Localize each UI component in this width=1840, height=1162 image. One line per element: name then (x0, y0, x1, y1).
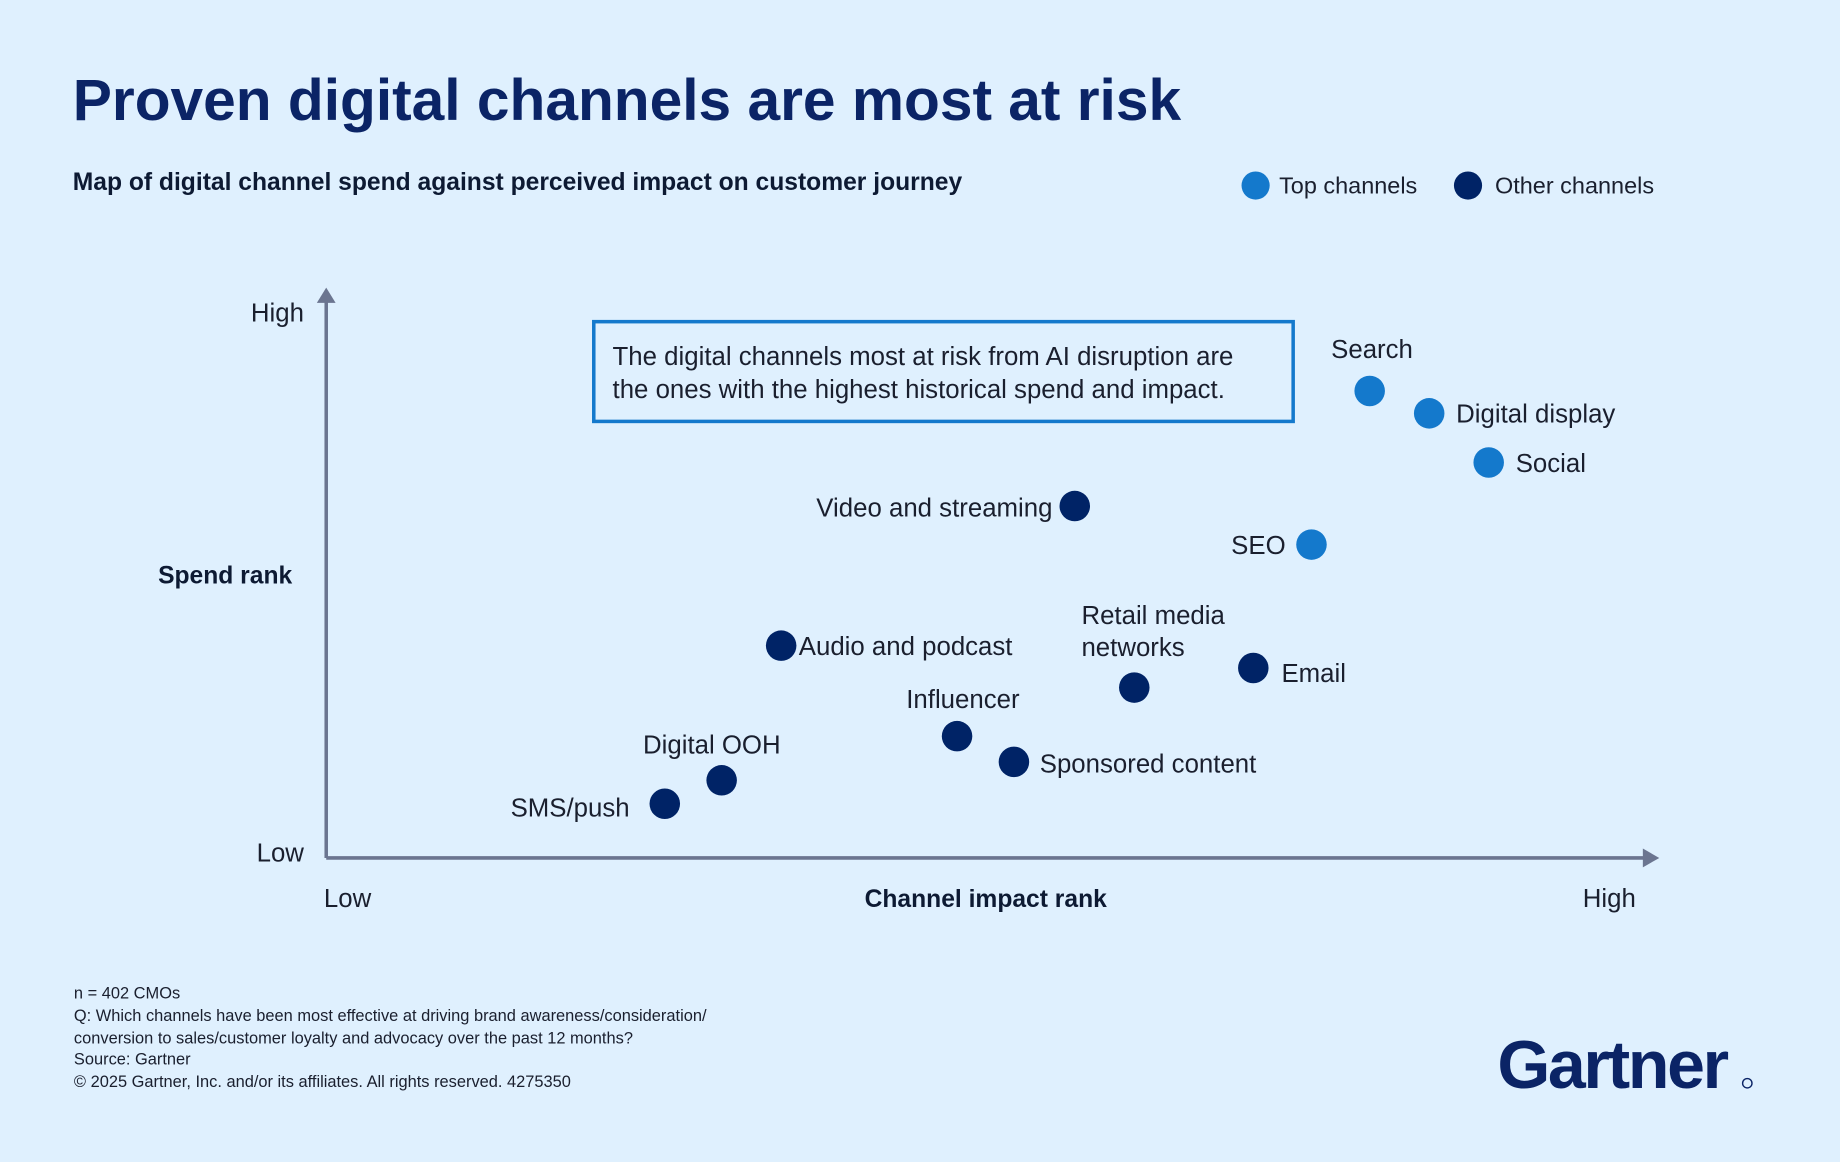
point-seo (1296, 529, 1327, 560)
legend-top-marker (1241, 171, 1270, 200)
point-label-social: Social (1516, 450, 1586, 478)
y-tick-low: Low (257, 839, 305, 867)
point-label-influencer: Influencer (906, 686, 1020, 714)
point-social (1473, 447, 1504, 478)
point-label-seo: SEO (1231, 532, 1285, 560)
x-tick-low: Low (324, 885, 372, 913)
callout-box: The digital channels most at risk from A… (592, 319, 1295, 424)
callout-line-1: The digital channels most at risk from A… (613, 343, 1234, 371)
page-title: Proven digital channels are most at risk (73, 68, 1182, 133)
x-axis-arrow-icon (1642, 848, 1660, 868)
point-sponsored-content (998, 746, 1030, 778)
logo-text: Gartner (1497, 1027, 1728, 1103)
point-audio-and-podcast (765, 630, 797, 661)
point-label-digital-ooh: Digital OOH (643, 731, 781, 759)
point-label-digital-display: Digital display (1456, 401, 1615, 429)
callout-border (592, 319, 1295, 424)
footnote-question-1: Q: Which channels have been most effecti… (74, 1007, 707, 1025)
legend-other-marker (1453, 171, 1483, 200)
footnote-question-2: conversion to sales/customer loyalty and… (74, 1029, 633, 1047)
data-points: Search Digital display Social SEO Video and … (511, 336, 1616, 823)
footnotes: n = 402 CMOs Q: Which channels have been… (74, 985, 707, 1091)
point-label-email: Email (1281, 660, 1346, 688)
registered-mark-icon (1741, 1077, 1753, 1089)
chart-subtitle: Map of digital channel spend against per… (73, 169, 963, 196)
point-label-video-and-streaming: Video and streaming (816, 495, 1052, 523)
axes: High Low Low High Spend rank Channel imp… (158, 287, 1660, 913)
point-retail-media-networks (1119, 672, 1150, 703)
point-digital-ooh (706, 765, 737, 796)
point-search (1354, 375, 1385, 407)
point-digital-display (1413, 398, 1445, 429)
point-influencer (941, 720, 973, 752)
y-axis-label: Spend rank (158, 562, 292, 589)
x-tick-high: High (1583, 885, 1636, 913)
footnote-source: Source: Gartner (74, 1050, 191, 1068)
y-tick-high: High (251, 300, 304, 328)
footnote-copyright: © 2025 Gartner, Inc. and/or its affiliat… (74, 1073, 571, 1091)
point-label-search: Search (1331, 336, 1413, 364)
point-sms-push (649, 788, 681, 820)
gartner-logo: Gartner (1497, 1027, 1753, 1103)
callout-line-2: the ones with the highest historical spe… (613, 376, 1225, 404)
point-label-retail-media-networks: Retail media networks (1081, 602, 1225, 662)
x-axis-label: Channel impact rank (865, 886, 1108, 913)
point-label-sms-push: SMS/push (511, 795, 630, 823)
y-axis-arrow-icon (316, 287, 336, 303)
point-video-and-streaming (1059, 490, 1091, 522)
footnote-n: n = 402 CMOs (74, 985, 180, 1003)
point-label-audio-and-podcast: Audio and podcast (799, 633, 1013, 661)
legend-other-label: Other channels (1495, 173, 1654, 199)
legend-top-label: Top channels (1279, 173, 1417, 199)
point-label-sponsored-content: Sponsored content (1040, 750, 1257, 778)
legend: Top channels Other channels (1241, 171, 1654, 200)
point-email (1238, 652, 1269, 684)
